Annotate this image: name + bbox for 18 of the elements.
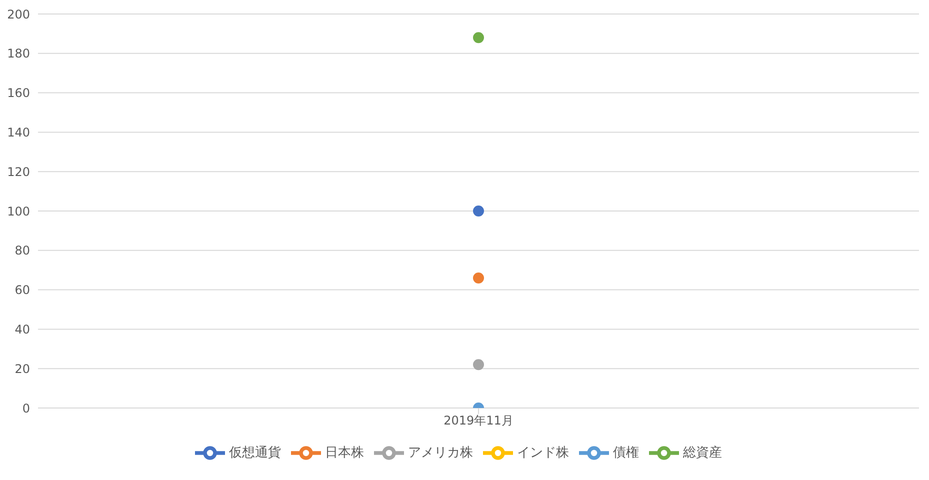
y-tick-label: 160 [7, 86, 30, 100]
legend-label: 総資産 [683, 446, 722, 461]
legend-label: アメリカ株 [408, 446, 473, 461]
y-tick-label: 40 [14, 322, 30, 336]
y-tick-label: 0 [22, 401, 30, 416]
y-tick-label: 80 [14, 244, 30, 258]
y-tick-label: 100 [7, 204, 30, 218]
legend-label: 日本株 [325, 446, 364, 461]
y-tick-label: 120 [7, 164, 30, 179]
legend-label: 仮想通貨 [229, 446, 281, 461]
y-tick-label: 20 [14, 362, 30, 376]
y-tick-label: 180 [7, 46, 30, 61]
legend-label: インド株 [517, 446, 569, 461]
y-tick-label: 60 [14, 283, 30, 298]
y-tick-label: 200 [7, 7, 30, 22]
x-tick-label: 2019年11月 [444, 414, 514, 428]
y-tick-label: 140 [7, 125, 30, 140]
legend-label: 債権 [613, 446, 639, 461]
